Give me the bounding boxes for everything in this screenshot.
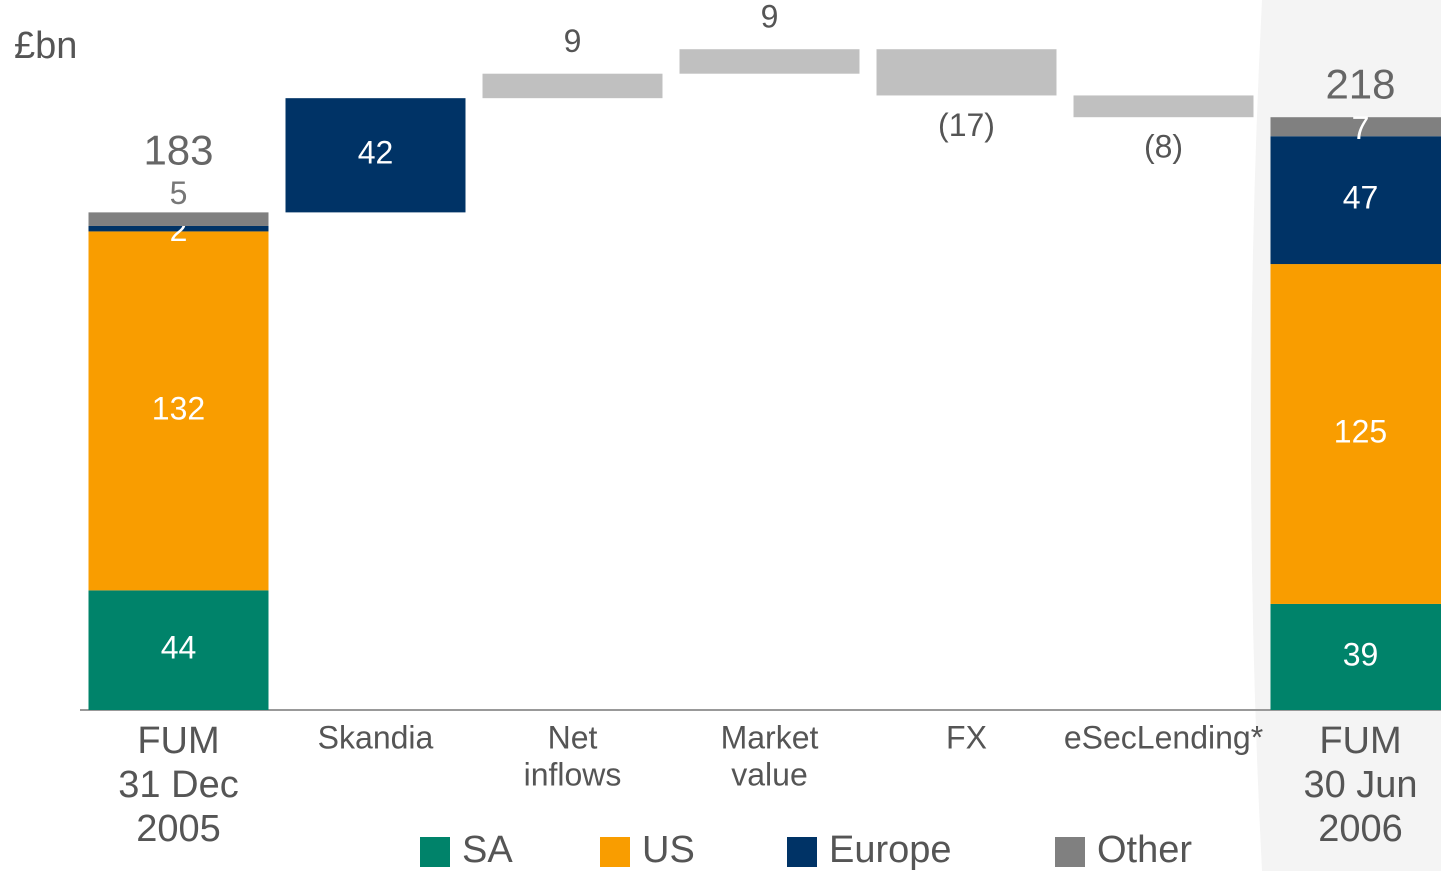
legend-label: Europe — [829, 829, 952, 871]
x-tick-label: Skandia — [318, 719, 434, 755]
value-label: 125 — [1334, 413, 1387, 449]
x-tick-label: value — [731, 756, 808, 792]
total-label: 183 — [143, 126, 213, 173]
bar-segment — [88, 590, 269, 710]
value-label: 39 — [1343, 636, 1379, 672]
x-tick-label: FUM — [1319, 720, 1401, 762]
bar-segment — [88, 225, 269, 232]
value-label: 44 — [161, 630, 197, 666]
bar-segment — [88, 212, 269, 226]
bar-segment — [88, 231, 269, 591]
change-bar — [679, 49, 860, 74]
change-bar — [876, 49, 1057, 96]
bar-segment — [1270, 264, 1441, 604]
legend-label: SA — [462, 829, 513, 871]
change-bar — [482, 73, 663, 99]
legend-label: Other — [1097, 829, 1192, 871]
x-tick-label: FX — [946, 719, 987, 755]
legend-swatch — [420, 837, 450, 867]
x-tick-label: FUM — [137, 720, 219, 762]
x-tick-label: Net — [548, 719, 598, 755]
value-label: 132 — [152, 390, 205, 426]
bar-segment — [1270, 136, 1441, 265]
x-tick-label: Market — [721, 719, 819, 755]
change-bar — [285, 98, 466, 213]
bar-segment — [1270, 117, 1441, 137]
unit-label: £bn — [14, 25, 77, 67]
legend-swatch — [787, 837, 817, 867]
value-label: 5 — [170, 175, 188, 211]
x-tick-label: 2005 — [136, 808, 221, 850]
legend-label: US — [642, 829, 695, 871]
x-tick-label: 30 Jun — [1303, 764, 1417, 806]
value-label: (8) — [1144, 129, 1183, 165]
value-label: 7 — [1352, 110, 1370, 146]
value-label: (17) — [938, 107, 995, 143]
change-bar — [1073, 95, 1254, 118]
x-tick-label: eSecLending* — [1064, 719, 1263, 755]
total-label: 218 — [1325, 60, 1395, 107]
value-label: 47 — [1343, 180, 1379, 216]
bar-segment — [1270, 603, 1441, 710]
value-label: 42 — [358, 135, 394, 171]
x-tick-label: 2006 — [1318, 808, 1403, 850]
legend-swatch — [1055, 837, 1085, 867]
value-label: 9 — [564, 23, 582, 59]
value-label: 9 — [761, 0, 779, 35]
x-tick-label: inflows — [524, 756, 622, 792]
legend-swatch — [600, 837, 630, 867]
x-tick-label: 31 Dec — [118, 764, 238, 806]
